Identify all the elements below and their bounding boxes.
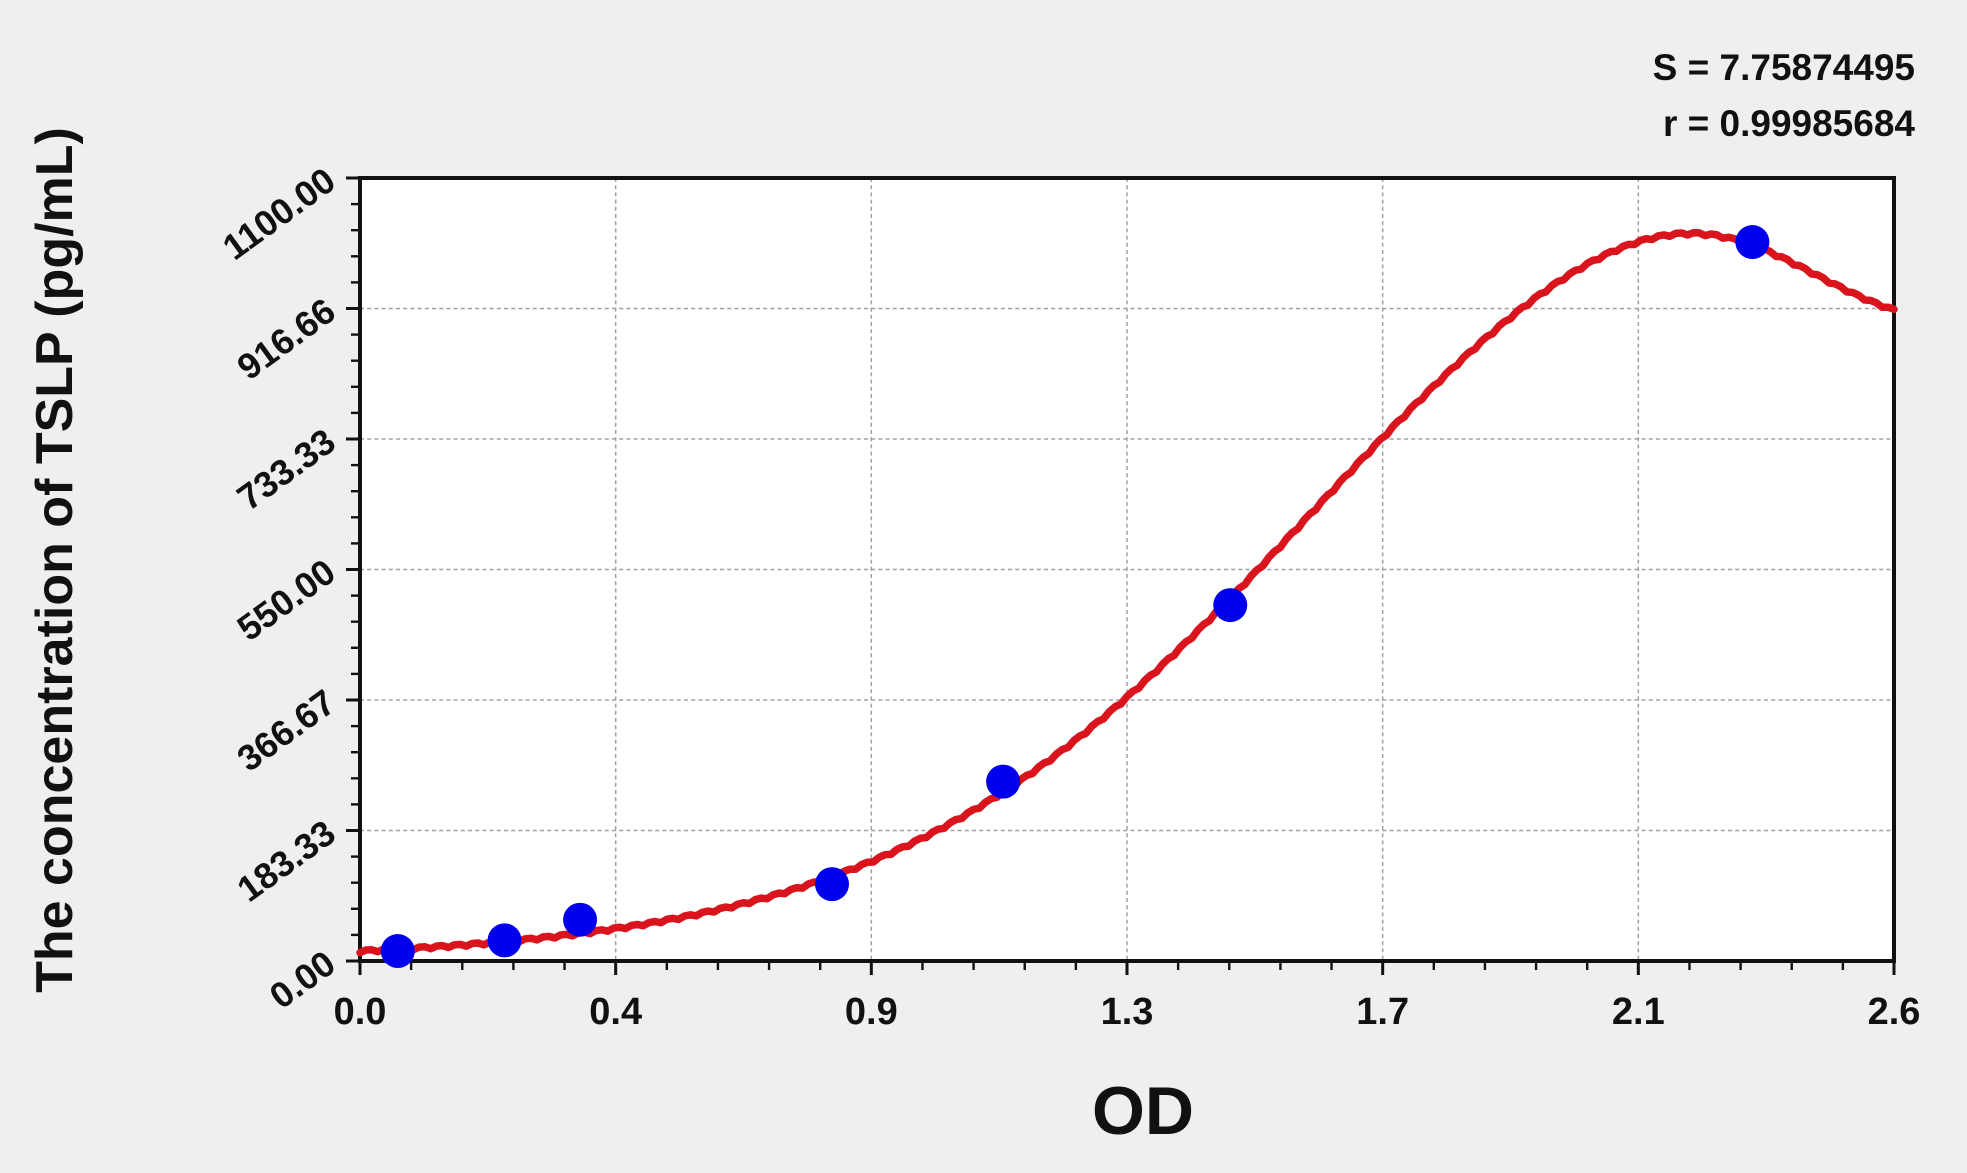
svg-text:916.66: 916.66: [230, 290, 343, 388]
svg-text:2.6: 2.6: [1868, 991, 1921, 1033]
svg-text:0.00: 0.00: [262, 942, 343, 1016]
svg-text:1100.00: 1100.00: [215, 159, 343, 267]
svg-text:366.67: 366.67: [230, 681, 343, 779]
svg-text:2.1: 2.1: [1612, 991, 1665, 1033]
svg-text:550.00: 550.00: [230, 551, 343, 649]
svg-text:1.3: 1.3: [1101, 991, 1154, 1033]
svg-text:183.33: 183.33: [230, 812, 343, 910]
svg-text:1.7: 1.7: [1356, 991, 1409, 1033]
svg-text:0.4: 0.4: [589, 991, 642, 1033]
svg-text:0.9: 0.9: [845, 991, 898, 1033]
svg-text:733.33: 733.33: [230, 420, 343, 518]
svg-text:0.0: 0.0: [334, 991, 387, 1033]
